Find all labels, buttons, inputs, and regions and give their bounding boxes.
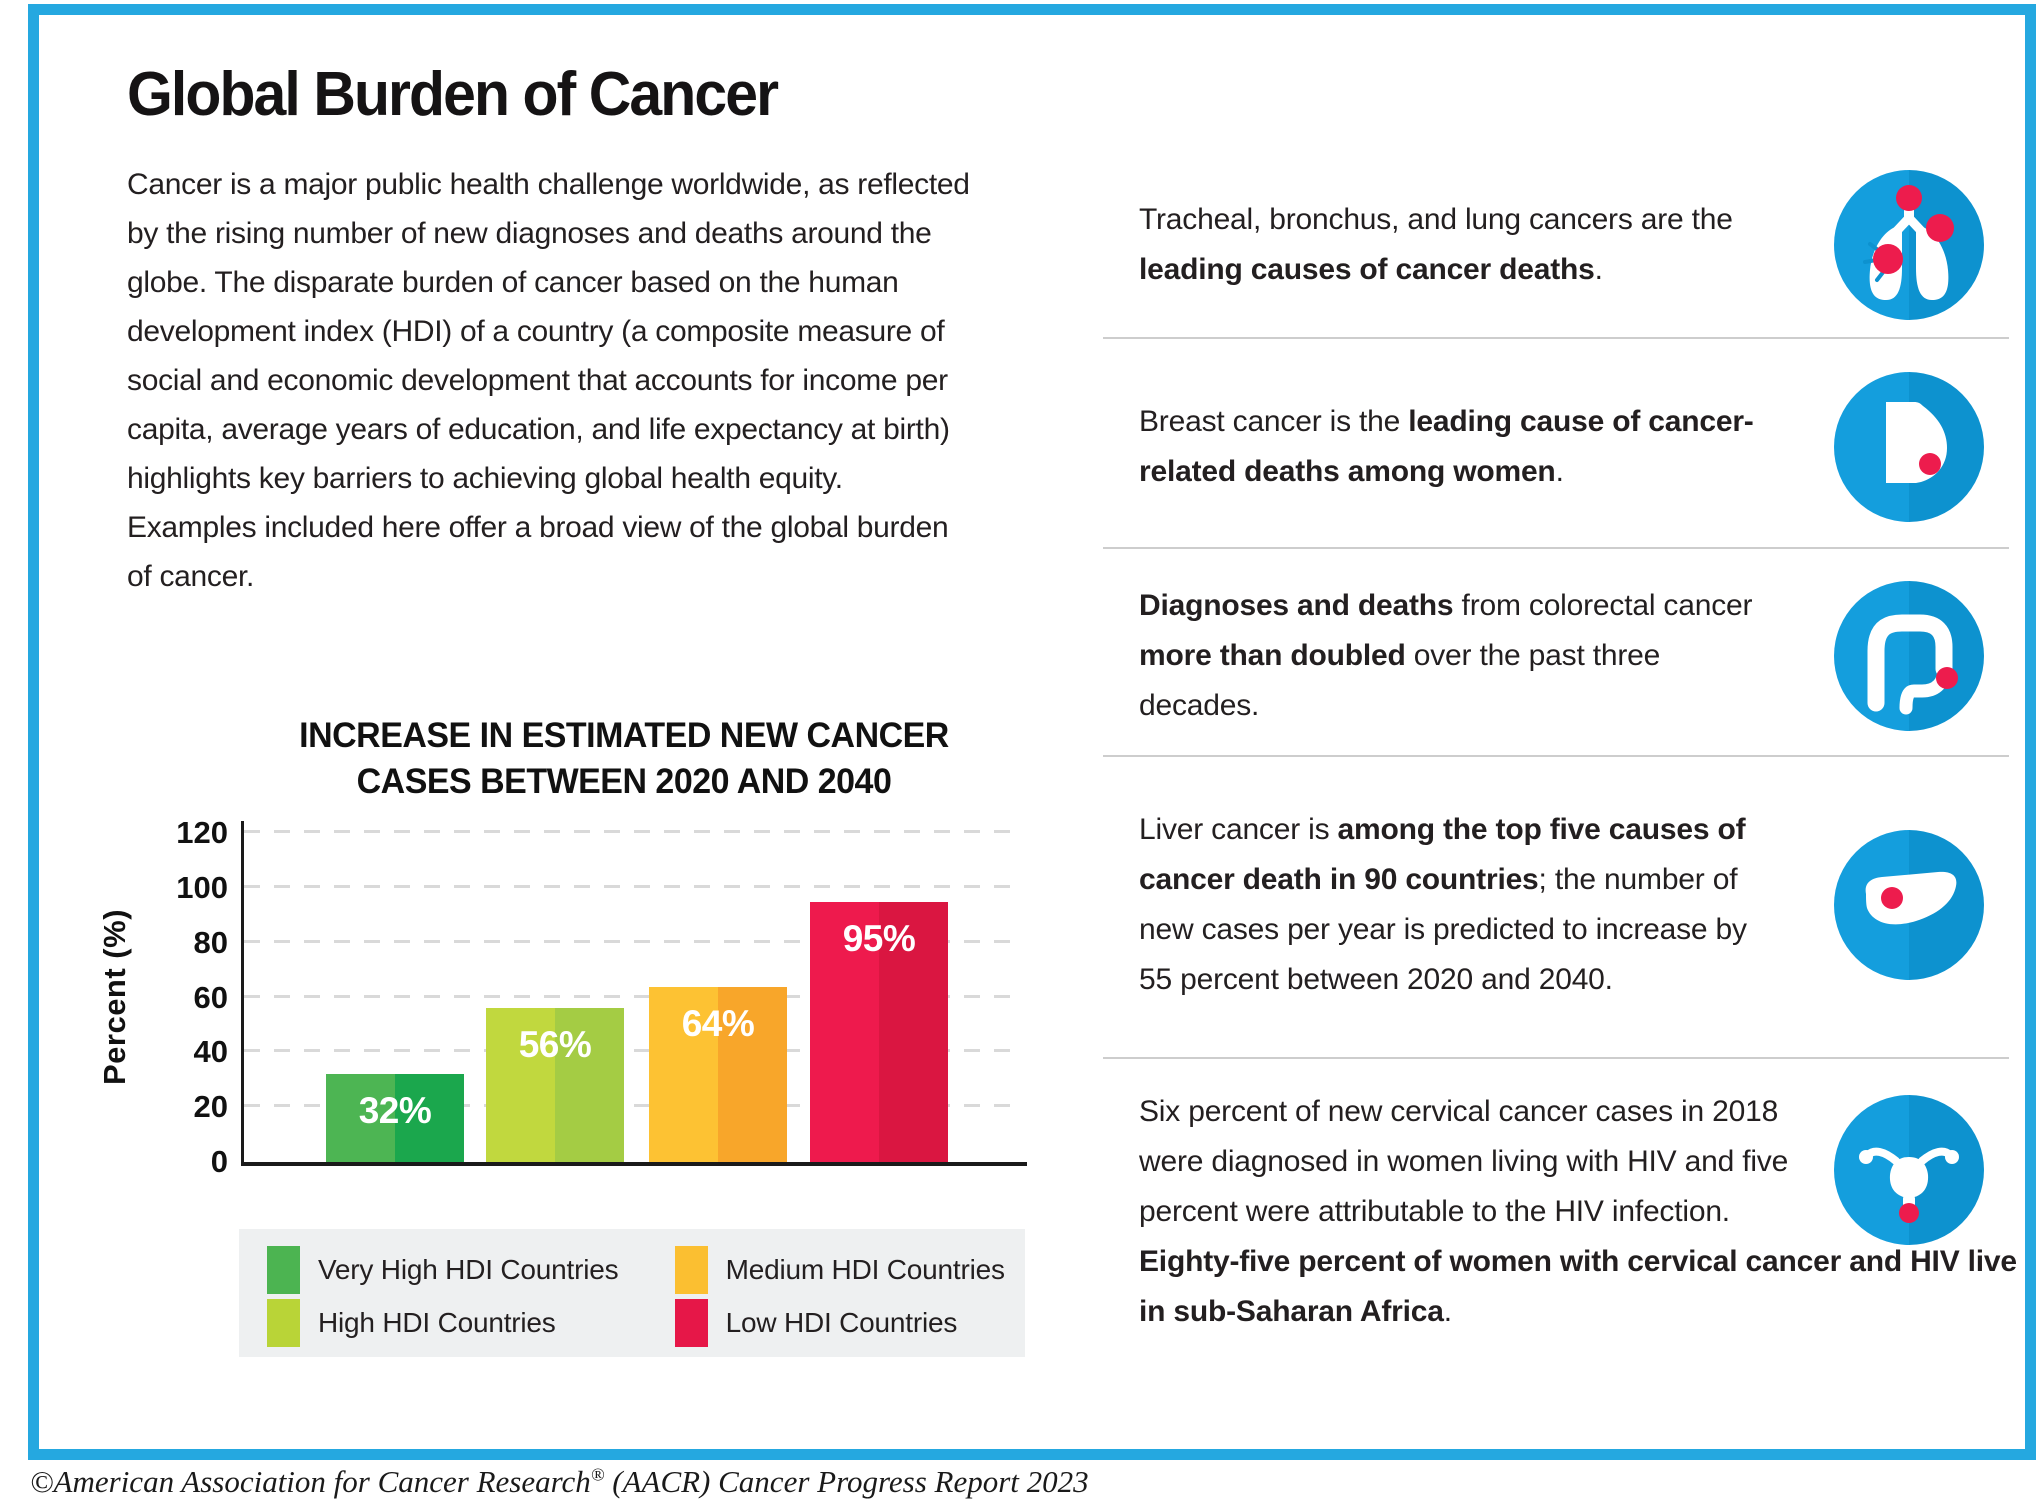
- divider: [1103, 1057, 2009, 1059]
- bar-value-label: 95%: [842, 917, 916, 959]
- registered-mark: ®: [590, 1464, 605, 1485]
- legend-item-very-high-hdi: Very High HDI Countries: [267, 1245, 629, 1294]
- fact-text: Six percent of new cervical cancer cases…: [1139, 1095, 1789, 1228]
- gridline-80: [244, 939, 1017, 943]
- divider: [1103, 547, 2009, 549]
- legend-swatch-red: [674, 1298, 708, 1347]
- chart-legend: Very High HDI Countries High HDI Countri…: [239, 1229, 1025, 1357]
- gridline-20: [244, 1104, 1017, 1108]
- uterus-icon: [1834, 1095, 1984, 1245]
- fact-text: Breast cancer is the leading cause of ca…: [1139, 405, 1754, 488]
- liver-icon: [1834, 829, 1984, 980]
- breast-icon: [1834, 372, 1984, 522]
- fact-lung-cancer: Tracheal, bronchus, and lung cancers are…: [1139, 150, 2009, 340]
- fact-cervical-cancer: Six percent of new cervical cancer cases…: [1139, 1087, 2017, 1417]
- divider: [1103, 337, 2009, 339]
- chart-title: INCREASE IN ESTIMATED NEW CANCER CASES B…: [183, 713, 1066, 805]
- y-tick-100: 100: [176, 869, 228, 905]
- y-tick-80: 80: [193, 924, 228, 960]
- colon-icon: [1834, 581, 1984, 731]
- gridline-40: [244, 1049, 1017, 1053]
- legend-label: Very High HDI Countries: [318, 1253, 619, 1285]
- intro-paragraph: Cancer is a major public health challeng…: [127, 168, 970, 593]
- y-tick-60: 60: [193, 979, 228, 1015]
- y-tick-0: 0: [210, 1144, 228, 1179]
- fact-text-bold: Eighty-five percent of women with cervic…: [1139, 1245, 2017, 1328]
- gridline-60: [244, 994, 1017, 998]
- divider: [1103, 755, 2009, 757]
- gridline-120: [244, 830, 1017, 833]
- bar-value-label: 64%: [681, 1002, 755, 1044]
- page-title: Global Burden of Cancer: [127, 60, 779, 129]
- bar-value-label: 32%: [358, 1090, 432, 1132]
- legend-item-low-hdi: Low HDI Countries: [674, 1298, 1015, 1347]
- legend-label: High HDI Countries: [318, 1306, 556, 1338]
- legend-swatch-orange: [674, 1245, 708, 1294]
- fact-text: Liver cancer is among the top five cause…: [1139, 812, 1747, 996]
- legend-item-medium-hdi: Medium HDI Countries: [674, 1245, 1015, 1294]
- legend-label: Medium HDI Countries: [725, 1253, 1005, 1285]
- bar-high-hdi: 56%: [486, 1008, 624, 1162]
- fact-colorectal-cancer: Diagnoses and deaths from colorectal can…: [1139, 581, 2009, 731]
- fact-liver-cancer: Liver cancer is among the top five cause…: [1139, 777, 2009, 1032]
- fact-text: Diagnoses and deaths from colorectal can…: [1139, 589, 1753, 722]
- bar-value-label: 56%: [518, 1024, 592, 1066]
- fact-text: Tracheal, bronchus, and lung cancers are…: [1139, 203, 1733, 286]
- fact-breast-cancer: Breast cancer is the leading cause of ca…: [1139, 367, 2009, 527]
- gridline-100: [244, 884, 1017, 888]
- legend-swatch-green: [267, 1245, 300, 1294]
- chart-title-line1: INCREASE IN ESTIMATED NEW CANCER: [299, 716, 949, 755]
- content-frame: Global Burden of Cancer Cancer is a majo…: [28, 4, 2036, 1460]
- bar-medium-hdi: 64%: [649, 986, 787, 1162]
- legend-swatch-lime: [267, 1298, 300, 1347]
- legend-item-high-hdi: High HDI Countries: [267, 1298, 629, 1347]
- copyright-footer: ©American Association for Cancer Researc…: [30, 1464, 1089, 1499]
- y-tick-40: 40: [193, 1034, 228, 1070]
- bar-low-hdi: 95%: [810, 901, 948, 1162]
- legend-label: Low HDI Countries: [725, 1306, 958, 1338]
- lungs-icon: [1834, 170, 1984, 320]
- y-tick-120: 120: [176, 815, 228, 850]
- chart-plot-area: 0 20 40 60 80 100 120 32% 56% 64% 95%: [176, 815, 1027, 1179]
- chart-title-line2: CASES BETWEEN 2020 AND 2040: [356, 762, 892, 801]
- bar-very-high-hdi: 32%: [326, 1074, 464, 1162]
- y-tick-20: 20: [193, 1089, 228, 1125]
